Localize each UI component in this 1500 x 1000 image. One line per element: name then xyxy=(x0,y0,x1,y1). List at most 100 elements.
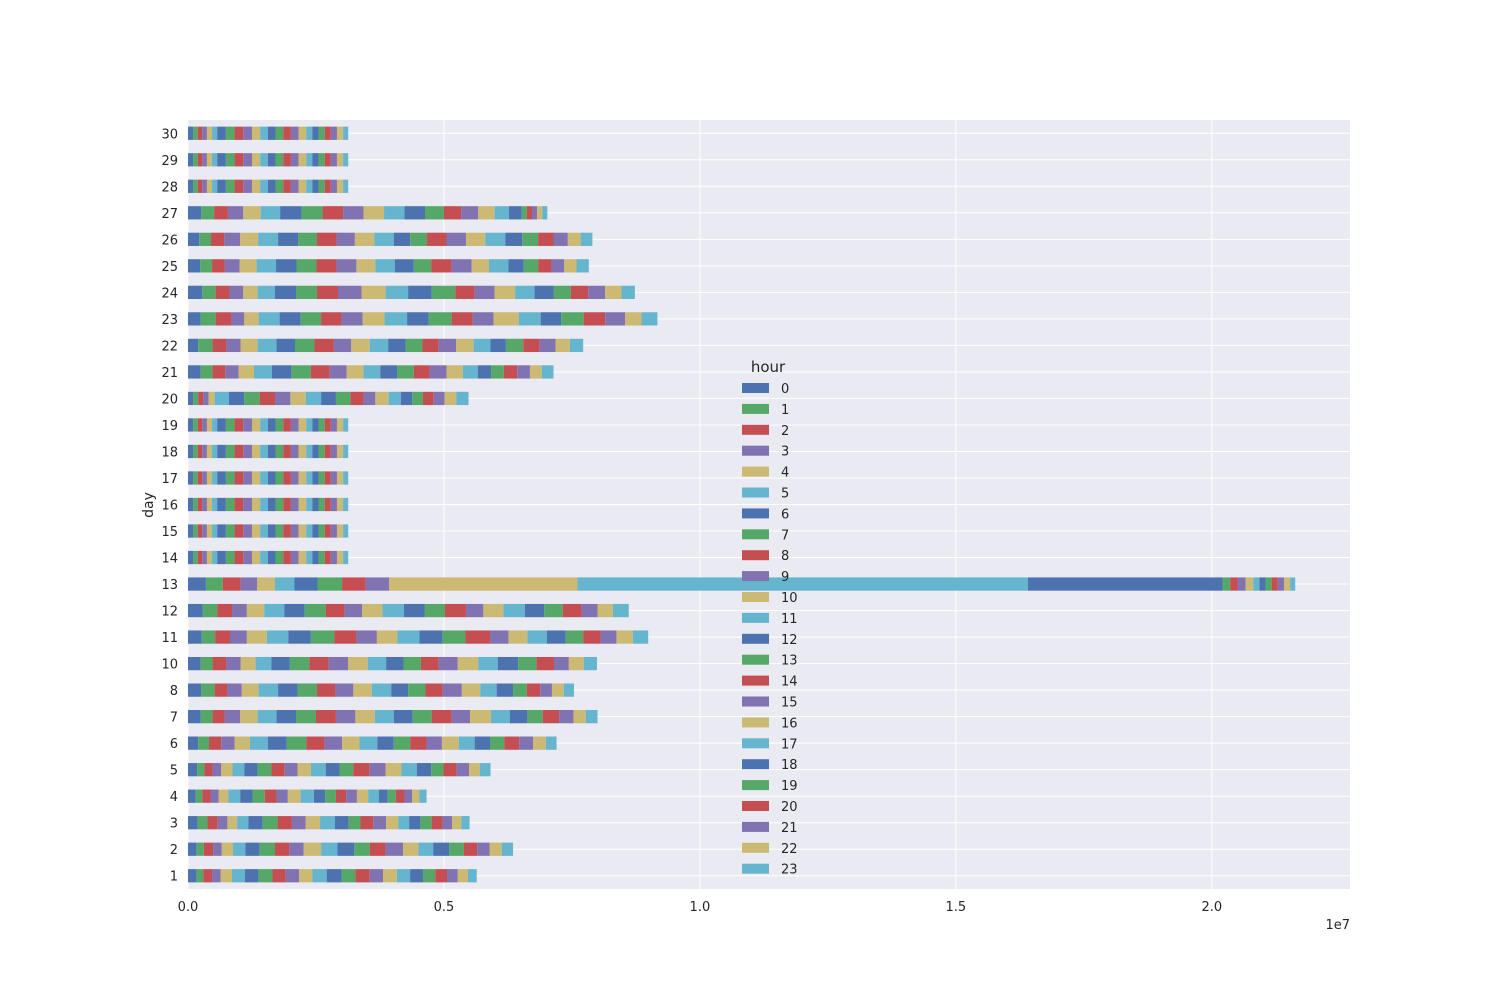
legend-entry: 2 xyxy=(781,424,789,439)
bar-segment-day-4-hour-3 xyxy=(210,789,219,803)
bar-segment-day-1-hour-12 xyxy=(326,869,342,883)
bar-segment-day-19-hour-17 xyxy=(306,418,313,432)
bar-segment-day-27-hour-14 xyxy=(443,206,462,220)
bar-segment-day-7-hour-12 xyxy=(393,710,413,724)
bar-segment-day-15-hour-9 xyxy=(243,524,252,538)
bar-segment-day-29-hour-20 xyxy=(324,153,331,167)
bar-segment-day-14-hour-1 xyxy=(193,550,198,565)
bar-segment-day-29-hour-21 xyxy=(330,153,337,167)
bar-segment-day-10-hour-11 xyxy=(367,656,387,671)
bar-segment-day-16-hour-6 xyxy=(217,497,226,512)
bar-segment-day-15-hour-18 xyxy=(312,524,319,538)
bar-segment-day-26-hour-15 xyxy=(446,232,466,246)
bar-segment-day-15-hour-19 xyxy=(318,524,325,538)
bar-segment-day-19-hour-10 xyxy=(251,418,261,432)
bar-segment-day-7-hour-4 xyxy=(240,710,258,724)
bar-segment-day-11-hour-4 xyxy=(246,630,267,644)
bar-segment-day-26-hour-11 xyxy=(374,232,394,246)
bar-segment-day-27-hour-2 xyxy=(214,206,228,220)
bar-segment-day-18-hour-5 xyxy=(212,444,218,459)
bar-segment-day-14-hour-14 xyxy=(283,550,291,565)
x-tick-label: 1.5 xyxy=(945,900,966,915)
bar-segment-day-10-hour-22 xyxy=(568,656,584,671)
bar-segment-day-3-hour-9 xyxy=(291,816,306,830)
bar-segment-day-14-hour-23 xyxy=(343,550,349,565)
bar-segment-day-5-hour-4 xyxy=(221,763,233,777)
legend-swatch xyxy=(742,445,769,456)
y-tick-label: 18 xyxy=(161,445,178,460)
bar-segment-day-18-hour-9 xyxy=(243,444,252,459)
bar-segment-day-28-hour-15 xyxy=(290,179,299,193)
bar-segment-day-25-hour-12 xyxy=(394,259,414,273)
legend-swatch xyxy=(742,759,769,770)
bar-segment-day-10-hour-5 xyxy=(255,656,272,671)
bar-segment-day-16-hour-0 xyxy=(188,497,194,512)
y-tick-label: 12 xyxy=(161,605,178,620)
bar-segment-day-17-hour-14 xyxy=(283,471,291,485)
bar-segment-day-10-hour-15 xyxy=(438,656,458,671)
bar-segment-day-29-hour-22 xyxy=(336,153,344,167)
bar-segment-day-26-hour-6 xyxy=(278,232,299,246)
bar-segment-day-5-hour-23 xyxy=(479,763,491,777)
bar-segment-day-26-hour-23 xyxy=(580,232,593,246)
bar-segment-day-22-hour-2 xyxy=(212,338,227,353)
bar-segment-day-1-hour-19 xyxy=(422,869,436,883)
bar-segment-day-4-hour-0 xyxy=(188,789,196,803)
bar-segment-day-6-hour-22 xyxy=(533,736,546,750)
bar-segment-day-4-hour-7 xyxy=(252,789,265,803)
bar-segment-day-14-hour-2 xyxy=(197,550,203,565)
bar-segment-day-22-hour-16 xyxy=(456,338,474,353)
bar-segment-day-20-hour-12 xyxy=(321,391,336,406)
bar-segment-day-24-hour-20 xyxy=(570,285,589,299)
bar-segment-day-26-hour-7 xyxy=(298,232,317,246)
bar-segment-day-20-hour-5 xyxy=(214,391,229,406)
legend-entry: 22 xyxy=(781,842,798,857)
bar-segment-day-2-hour-19 xyxy=(449,842,464,856)
legend-swatch xyxy=(742,696,769,707)
bar-segment-day-7-hour-10 xyxy=(355,710,375,724)
bar-segment-day-25-hour-8 xyxy=(316,259,337,273)
bar-segment-day-14-hour-4 xyxy=(206,550,213,565)
bar-segment-day-21-hour-9 xyxy=(329,365,347,379)
bar-segment-day-2-hour-10 xyxy=(303,842,322,856)
bar-segment-day-6-hour-2 xyxy=(208,736,222,750)
bar-segment-day-18-hour-4 xyxy=(206,444,213,459)
bar-segment-day-16-hour-11 xyxy=(260,497,268,512)
bar-segment-day-17-hour-19 xyxy=(318,471,325,485)
bar-segment-day-15-hour-13 xyxy=(275,524,284,538)
bar-segment-day-8-hour-20 xyxy=(526,683,541,697)
bar-segment-day-11-hour-21 xyxy=(600,630,617,644)
bar-segment-day-16-hour-1 xyxy=(193,497,198,512)
bar-segment-day-5-hour-6 xyxy=(244,763,258,777)
bar-segment-day-10-hour-18 xyxy=(497,656,519,671)
bar-segment-day-26-hour-10 xyxy=(354,232,375,246)
bar-segment-day-6-hour-17 xyxy=(458,736,475,750)
bar-segment-day-3-hour-15 xyxy=(373,816,387,830)
y-tick-label: 3 xyxy=(170,817,178,832)
legend-entry: 3 xyxy=(781,445,789,460)
bar-segment-day-28-hour-13 xyxy=(275,179,284,193)
bar-segment-day-1-hour-11 xyxy=(312,869,327,883)
bar-segment-day-22-hour-18 xyxy=(490,338,506,353)
legend-entry: 1 xyxy=(781,403,789,418)
bar-segment-day-7-hour-9 xyxy=(335,710,356,724)
bar-segment-day-30-hour-1 xyxy=(193,126,198,140)
bar-segment-day-28-hour-10 xyxy=(251,179,261,193)
bar-segment-day-21-hour-10 xyxy=(346,365,364,379)
bar-segment-day-2-hour-21 xyxy=(477,842,490,856)
legend-entry: 20 xyxy=(781,800,798,815)
bar-segment-day-16-hour-12 xyxy=(267,497,276,512)
bar-segment-day-10-hour-19 xyxy=(518,656,537,671)
legend-swatch xyxy=(742,675,769,686)
bar-segment-day-21-hour-4 xyxy=(238,365,255,379)
bar-segment-day-17-hour-21 xyxy=(330,471,337,485)
bar-segment-day-19-hour-3 xyxy=(202,418,207,432)
bar-segment-day-4-hour-17 xyxy=(368,789,379,803)
bar-segment-day-5-hour-19 xyxy=(431,763,444,777)
bar-segment-day-1-hour-2 xyxy=(203,869,213,883)
y-tick-label: 25 xyxy=(161,260,178,275)
bar-segment-day-11-hour-8 xyxy=(334,630,357,644)
bar-segment-day-29-hour-7 xyxy=(225,153,235,167)
